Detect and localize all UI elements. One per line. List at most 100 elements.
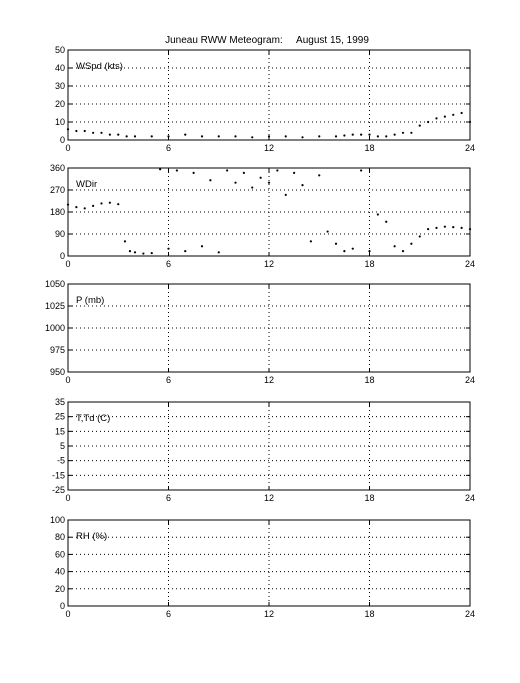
y-tick-label: 1025: [45, 301, 65, 311]
y-tick-label: 1050: [45, 279, 65, 289]
y-tick-label: 975: [50, 345, 65, 355]
data-point: [92, 204, 95, 207]
data-point: [368, 133, 371, 136]
data-point: [75, 206, 78, 209]
data-point: [443, 115, 446, 118]
series-1: [66, 168, 472, 255]
data-point: [209, 179, 212, 182]
panel-label: WSpd (kts): [76, 61, 123, 72]
x-tick-label: 18: [364, 493, 374, 503]
data-point: [418, 124, 421, 127]
panel-1: 0 6 12 18 24 0 10 20 30 40 50 WSpd (kts): [55, 45, 475, 153]
data-point: [468, 228, 472, 231]
data-point: [334, 242, 338, 245]
data-point: [334, 135, 338, 138]
data-point: [301, 184, 304, 187]
data-point: [125, 135, 128, 138]
data-point: [83, 207, 86, 210]
y-tick-label: 20: [55, 584, 65, 594]
data-point: [309, 240, 312, 243]
y-tick-label: 20: [55, 99, 65, 109]
data-point: [83, 129, 86, 133]
data-point: [343, 134, 346, 137]
x-tick-label: 0: [65, 143, 70, 153]
x-tick-label: 6: [166, 493, 171, 503]
data-point: [142, 252, 145, 255]
y-tick-label: 5: [60, 441, 65, 451]
data-point: [435, 226, 438, 229]
x-tick-label: 24: [465, 259, 475, 269]
x-tick-label: 0: [65, 609, 70, 619]
panel-label: T,Td (C): [76, 413, 110, 424]
panel-2: 0 6 12 18 24 0 90 180 270 360 WDir: [50, 163, 475, 269]
y-tick-label: -25: [52, 485, 65, 495]
panel-label: P (mb): [76, 295, 104, 306]
data-point: [133, 251, 137, 254]
y-tick-label: 15: [55, 426, 65, 436]
data-point: [460, 111, 463, 115]
data-point: [133, 135, 137, 138]
data-point: [251, 136, 254, 139]
panel-3: 0 6 12 18 24 950 975 1000 1025 1050 P (mb): [45, 279, 475, 385]
data-point: [66, 128, 70, 131]
data-point: [393, 133, 396, 136]
data-point: [427, 120, 430, 124]
y-tick-label: 40: [55, 567, 65, 577]
data-point: [267, 181, 271, 184]
data-point: [200, 135, 204, 138]
chart-title: Juneau RWW Meteogram: August 15, 1999: [165, 35, 369, 46]
data-point: [452, 113, 455, 116]
data-point: [184, 250, 187, 253]
y-tick-label: 0: [60, 601, 65, 611]
data-point: [376, 213, 379, 216]
x-tick-label: 24: [465, 143, 475, 153]
x-tick-label: 12: [264, 259, 274, 269]
data-point: [284, 135, 287, 138]
data-point: [318, 174, 321, 177]
data-point: [159, 168, 162, 171]
data-point: [284, 193, 287, 196]
data-point: [360, 133, 363, 136]
y-tick-label: 25: [55, 412, 65, 422]
data-point: [293, 171, 296, 174]
data-point: [234, 135, 237, 138]
data-point: [92, 131, 95, 134]
data-point: [427, 228, 430, 231]
y-tick-label: 50: [55, 45, 65, 55]
data-point: [393, 245, 396, 248]
data-point: [267, 135, 271, 138]
data-point: [128, 250, 132, 253]
x-tick-label: 24: [465, 609, 475, 619]
data-point: [360, 169, 363, 172]
panel-label: RH (%): [76, 531, 107, 542]
x-tick-label: 6: [166, 143, 171, 153]
x-tick-label: 24: [465, 493, 475, 503]
data-point: [326, 230, 329, 233]
x-tick-label: 18: [364, 259, 374, 269]
data-point: [460, 226, 463, 229]
y-tick-label: 0: [60, 251, 65, 261]
x-tick-label: 6: [166, 259, 171, 269]
data-point: [184, 133, 187, 136]
data-point: [251, 186, 254, 189]
y-tick-label: 90: [55, 229, 65, 239]
x-tick-label: 18: [364, 609, 374, 619]
data-point: [108, 201, 111, 204]
data-point: [259, 176, 262, 179]
data-point: [100, 131, 103, 134]
data-point: [234, 181, 237, 184]
data-point: [242, 171, 245, 174]
x-tick-label: 6: [166, 609, 171, 619]
data-point: [167, 135, 170, 138]
data-point: [318, 135, 321, 138]
data-point: [351, 133, 354, 136]
y-tick-label: -5: [57, 456, 65, 466]
x-tick-label: 18: [364, 375, 374, 385]
y-tick-label: 30: [55, 81, 65, 91]
data-point: [301, 136, 304, 139]
data-point: [167, 247, 170, 250]
data-point: [443, 225, 446, 228]
data-point: [368, 250, 371, 253]
y-tick-label: 40: [55, 63, 65, 73]
